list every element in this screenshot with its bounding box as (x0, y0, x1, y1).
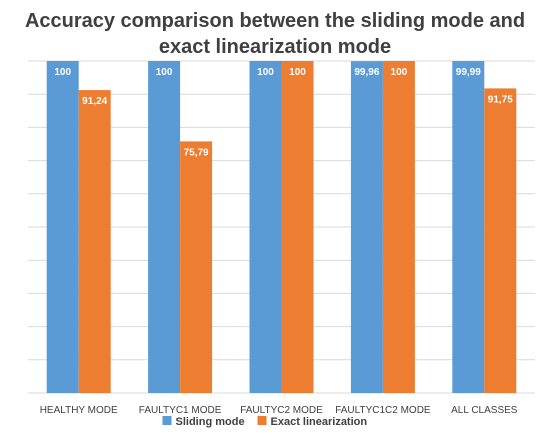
bar-exact-linearization (180, 141, 213, 393)
data-label: 100 (391, 67, 408, 78)
category-label: ALL CLASSES (451, 405, 518, 416)
legend-label-exact-linearization[interactable]: Exact linearization (271, 416, 368, 428)
data-label: 100 (156, 67, 173, 78)
bar-sliding-mode (46, 61, 79, 393)
category-label: FAULTYC1 MODE (139, 405, 222, 416)
category-label: FAULTYC1C2 MODE (335, 405, 431, 416)
category-label: HEALTHY MODE (40, 405, 118, 416)
bars (46, 61, 517, 394)
bar-sliding-mode (452, 61, 485, 393)
bar-exact-linearization (281, 61, 314, 393)
legend[interactable]: Sliding mode Exact linearization (162, 416, 368, 428)
bar-exact-linearization (484, 88, 517, 393)
chart-title-line-1: Accuracy comparison between the sliding … (25, 10, 525, 32)
chart-title-line-2: exact linearization mode (159, 36, 391, 58)
category-axis: HEALTHY MODE FAULTYC1 MODE FAULTYC2 MODE FA… (40, 405, 518, 416)
legend-swatch-sliding-mode (162, 416, 172, 425)
bar-sliding-mode (148, 61, 181, 393)
bar-exact-linearization (382, 61, 415, 393)
data-label: 100 (257, 67, 274, 78)
bar-exact-linearization (78, 90, 111, 394)
data-label: 91,75 (488, 94, 513, 105)
data-label: 75,79 (184, 147, 209, 158)
category-label: FAULTYC2 MODE (240, 405, 323, 416)
data-label: 99,96 (354, 67, 379, 78)
bar-sliding-mode (249, 61, 282, 393)
data-label: 100 (289, 67, 306, 78)
data-label: 100 (54, 67, 71, 78)
legend-label-sliding-mode[interactable]: Sliding mode (176, 416, 245, 428)
bar-sliding-mode (350, 61, 383, 393)
data-labels: 100 91,24 100 75,79 100 100 99,96 100 99,99 91,75 (54, 67, 513, 158)
data-label: 99,99 (456, 67, 481, 78)
legend-swatch-exact-linearization (257, 416, 267, 425)
data-label: 91,24 (82, 96, 107, 107)
